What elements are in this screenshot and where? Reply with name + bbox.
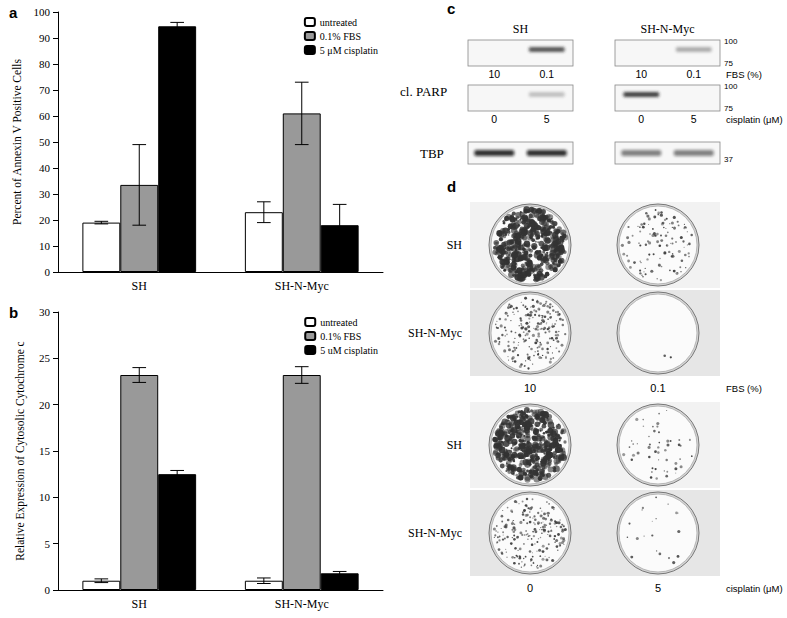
- svg-text:a: a: [9, 4, 18, 21]
- svg-text:75: 75: [724, 59, 733, 68]
- svg-text:cisplatin (μM): cisplatin (μM): [726, 114, 783, 125]
- svg-text:60: 60: [39, 110, 51, 122]
- svg-text:SH-N-Myc: SH-N-Myc: [408, 526, 462, 540]
- svg-text:0: 0: [491, 113, 497, 125]
- svg-text:SH-N-Myc: SH-N-Myc: [408, 326, 462, 340]
- svg-text:untreated: untreated: [320, 317, 357, 328]
- svg-text:10: 10: [39, 491, 51, 503]
- svg-text:0.1: 0.1: [686, 68, 701, 80]
- svg-text:b: b: [9, 304, 18, 321]
- svg-text:0.1: 0.1: [539, 68, 554, 80]
- svg-text:SH-N-Myc: SH-N-Myc: [641, 22, 695, 36]
- svg-text:5 μM cisplatin: 5 μM cisplatin: [320, 45, 378, 56]
- svg-text:10: 10: [635, 68, 647, 80]
- svg-text:SH-N-Myc: SH-N-Myc: [275, 279, 329, 293]
- svg-text:SH: SH: [132, 597, 148, 611]
- svg-text:100: 100: [724, 82, 738, 91]
- svg-text:37: 37: [724, 155, 733, 164]
- svg-text:SH: SH: [513, 22, 529, 36]
- svg-text:0: 0: [527, 582, 533, 594]
- svg-text:cl. PARP: cl. PARP: [400, 84, 447, 99]
- svg-text:20: 20: [39, 214, 51, 226]
- svg-text:10: 10: [488, 68, 500, 80]
- svg-text:90: 90: [39, 32, 51, 44]
- svg-text:15: 15: [39, 445, 51, 457]
- svg-text:cisplatin (μM): cisplatin (μM): [726, 583, 783, 594]
- svg-text:FBS (%): FBS (%): [726, 69, 762, 80]
- svg-text:SH-N-Myc: SH-N-Myc: [275, 597, 329, 611]
- svg-text:30: 30: [39, 306, 51, 318]
- svg-text:TBP: TBP: [420, 146, 444, 161]
- svg-text:80: 80: [39, 58, 51, 70]
- svg-text:75: 75: [724, 104, 733, 113]
- svg-text:40: 40: [39, 162, 51, 174]
- svg-text:100: 100: [724, 37, 738, 46]
- svg-text:5: 5: [45, 538, 51, 550]
- svg-text:0: 0: [45, 584, 51, 596]
- svg-text:SH: SH: [447, 238, 463, 252]
- svg-text:70: 70: [39, 84, 51, 96]
- svg-text:FBS (%): FBS (%): [726, 383, 762, 394]
- svg-text:c: c: [447, 0, 455, 17]
- svg-text:untreated: untreated: [320, 17, 357, 28]
- svg-text:20: 20: [39, 399, 51, 411]
- svg-text:5 uM cisplatin: 5 uM cisplatin: [320, 345, 378, 356]
- svg-text:0.1% FBS: 0.1% FBS: [320, 31, 361, 42]
- svg-text:10: 10: [39, 240, 51, 252]
- svg-text:SH: SH: [132, 279, 148, 293]
- svg-text:5: 5: [691, 113, 697, 125]
- svg-text:Relative Expression of Cytosol: Relative Expression of Cytosolic Cytochr…: [14, 341, 27, 560]
- svg-text:0.1: 0.1: [650, 382, 665, 394]
- svg-text:50: 50: [39, 136, 51, 148]
- svg-text:SH: SH: [447, 438, 463, 452]
- svg-text:Percent of Annexin V Positive: Percent of Annexin V Positive Cells: [11, 58, 23, 225]
- svg-text:100: 100: [34, 6, 51, 18]
- svg-text:0.1% FBS: 0.1% FBS: [320, 331, 361, 342]
- svg-text:5: 5: [544, 113, 550, 125]
- svg-text:25: 25: [39, 352, 51, 364]
- svg-text:30: 30: [39, 188, 51, 200]
- svg-text:10: 10: [524, 382, 536, 394]
- svg-text:0: 0: [45, 266, 51, 278]
- svg-text:5: 5: [655, 582, 661, 594]
- svg-text:d: d: [447, 178, 456, 195]
- svg-text:0: 0: [638, 113, 644, 125]
